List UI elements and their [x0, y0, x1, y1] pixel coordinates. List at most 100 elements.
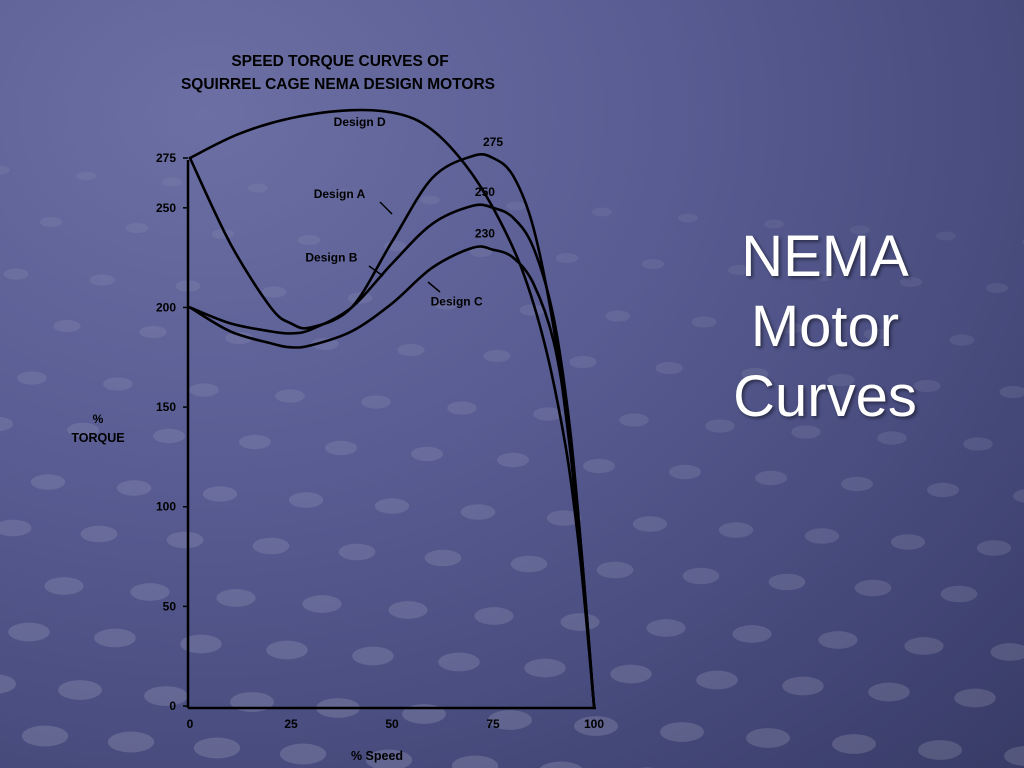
background-dot [211, 228, 235, 240]
background-dot [899, 276, 923, 288]
background-dot [827, 373, 855, 387]
background-dot [3, 268, 29, 280]
background-dot [619, 413, 649, 427]
chart-annotations: Design D Design A Design B Design C 275 250 23… [305, 115, 503, 308]
background-dot [691, 316, 717, 328]
background-dot [139, 325, 167, 339]
background-dot [746, 728, 790, 748]
background-dot [863, 328, 889, 340]
background-dot [216, 589, 256, 607]
background-dot [239, 434, 271, 450]
series-line-design-a [188, 153, 596, 708]
background-dot [940, 585, 978, 603]
series-line-design-d [188, 108, 596, 708]
background-dot [17, 371, 47, 385]
annotation-design-a: Design A [314, 187, 366, 201]
background-dot [506, 201, 526, 211]
background-dot [261, 286, 287, 298]
background-dot [1013, 489, 1024, 503]
background-dot [696, 670, 738, 690]
background-dot [488, 710, 532, 730]
series-line-design-c [188, 245, 596, 708]
background-dot [279, 743, 327, 765]
background-dot [325, 440, 357, 456]
background-dot [1004, 746, 1024, 766]
background-dot [546, 510, 582, 526]
annotation-250: 250 [475, 185, 495, 199]
background-dot [94, 628, 136, 648]
x-tick-label: 25 [284, 717, 298, 731]
background-dot [524, 658, 566, 678]
background-dot [67, 422, 99, 438]
background-dot [727, 264, 751, 276]
background-dot [913, 379, 941, 393]
background-dot [144, 686, 188, 706]
background-dot [850, 225, 870, 235]
background-dot [764, 219, 784, 229]
design-c-pointer [427, 281, 441, 293]
series-lines [188, 108, 596, 708]
y-tick-label: 150 [156, 400, 176, 414]
background-dot [632, 516, 668, 532]
background-dot [877, 431, 907, 445]
background-dot [130, 583, 170, 601]
background-dot [103, 377, 133, 391]
background-dot [44, 577, 84, 595]
design-b-pointer [368, 265, 384, 277]
background-dot [125, 222, 149, 234]
design-a-pointer [379, 201, 393, 215]
annotation-design-c: Design C [431, 294, 483, 308]
background-dot [890, 534, 926, 550]
background-dot [334, 189, 354, 199]
background-dot [460, 504, 496, 520]
background-dot [777, 322, 803, 334]
background-dot [288, 492, 324, 508]
background-dot [89, 274, 115, 286]
background-dot [397, 343, 425, 357]
background-dot [918, 740, 962, 760]
chart-subtitle: SQUIRREL CAGE NEMA DESIGN MOTORS [181, 76, 495, 93]
background-dot [990, 643, 1024, 661]
annotation-design-d: Design D [334, 115, 386, 129]
background-dot [275, 389, 305, 403]
background-dot [107, 731, 155, 753]
x-axis-label: % Speed [351, 749, 403, 763]
background-dot [660, 722, 704, 742]
background-dot [438, 652, 480, 672]
y-axis-label-line-2: TORQUE [71, 431, 124, 445]
background-dot [818, 631, 858, 649]
background-dot [555, 252, 579, 264]
background-dot [411, 446, 443, 462]
x-tick-label: 50 [385, 717, 399, 731]
background-dot [904, 637, 944, 655]
background-dot [954, 688, 996, 708]
background-dot [193, 737, 241, 759]
background-dot [985, 282, 1009, 294]
background-dot [596, 561, 634, 579]
background-dot [755, 470, 787, 486]
background-dot [583, 458, 615, 474]
background-dot [424, 549, 462, 567]
background-dot [854, 579, 892, 597]
background-dot [574, 716, 618, 736]
background-dot [678, 213, 698, 223]
background-dot [352, 646, 394, 666]
background-dot [166, 531, 204, 549]
background-dot [202, 486, 238, 502]
background-dot [592, 207, 612, 217]
annotation-design-b: Design B [305, 251, 357, 265]
background-dot [469, 246, 493, 258]
background-dot [451, 755, 499, 768]
background-dot [447, 401, 477, 415]
background-dot [374, 498, 410, 514]
background-dot [180, 634, 222, 654]
background-dot [569, 355, 597, 369]
background-dot [361, 395, 391, 409]
background-dot [189, 383, 219, 397]
background-dot [116, 480, 152, 496]
background-dot [832, 734, 876, 754]
background-dot [949, 334, 975, 346]
